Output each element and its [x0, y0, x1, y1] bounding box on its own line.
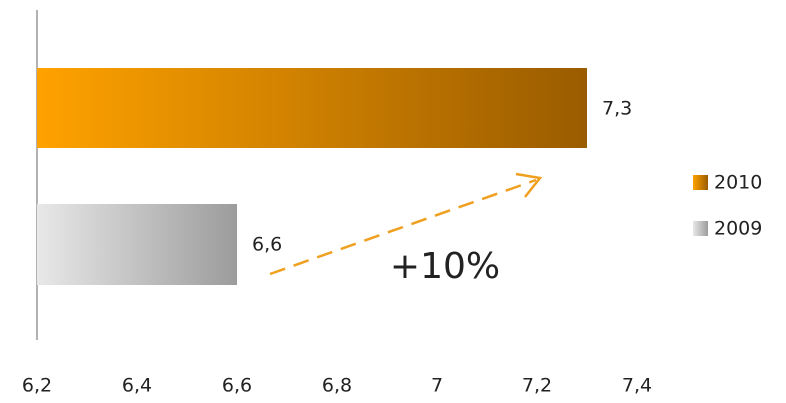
x-tick-label: 7,4: [622, 375, 652, 397]
bar: [37, 68, 587, 148]
x-tick-label: 6,2: [22, 375, 52, 397]
x-tick-label: 7: [431, 375, 443, 397]
bar: [37, 204, 237, 285]
annotation: +10%: [390, 246, 500, 287]
x-tick-label: 7,2: [522, 375, 552, 397]
x-tick-label: 6,4: [122, 375, 152, 397]
legend-label: 2010: [714, 172, 762, 194]
legend-swatch: [693, 221, 708, 236]
x-tick-label: 6,6: [222, 375, 252, 397]
legend-label: 2009: [714, 218, 762, 240]
x-tick-label: 6,8: [322, 375, 352, 397]
value-label: 7,3: [602, 98, 632, 120]
arrow-line: [269, 178, 537, 276]
value-label: 6,6: [252, 234, 282, 256]
legend-swatch: [693, 175, 708, 190]
arrow-head: [515, 172, 543, 198]
